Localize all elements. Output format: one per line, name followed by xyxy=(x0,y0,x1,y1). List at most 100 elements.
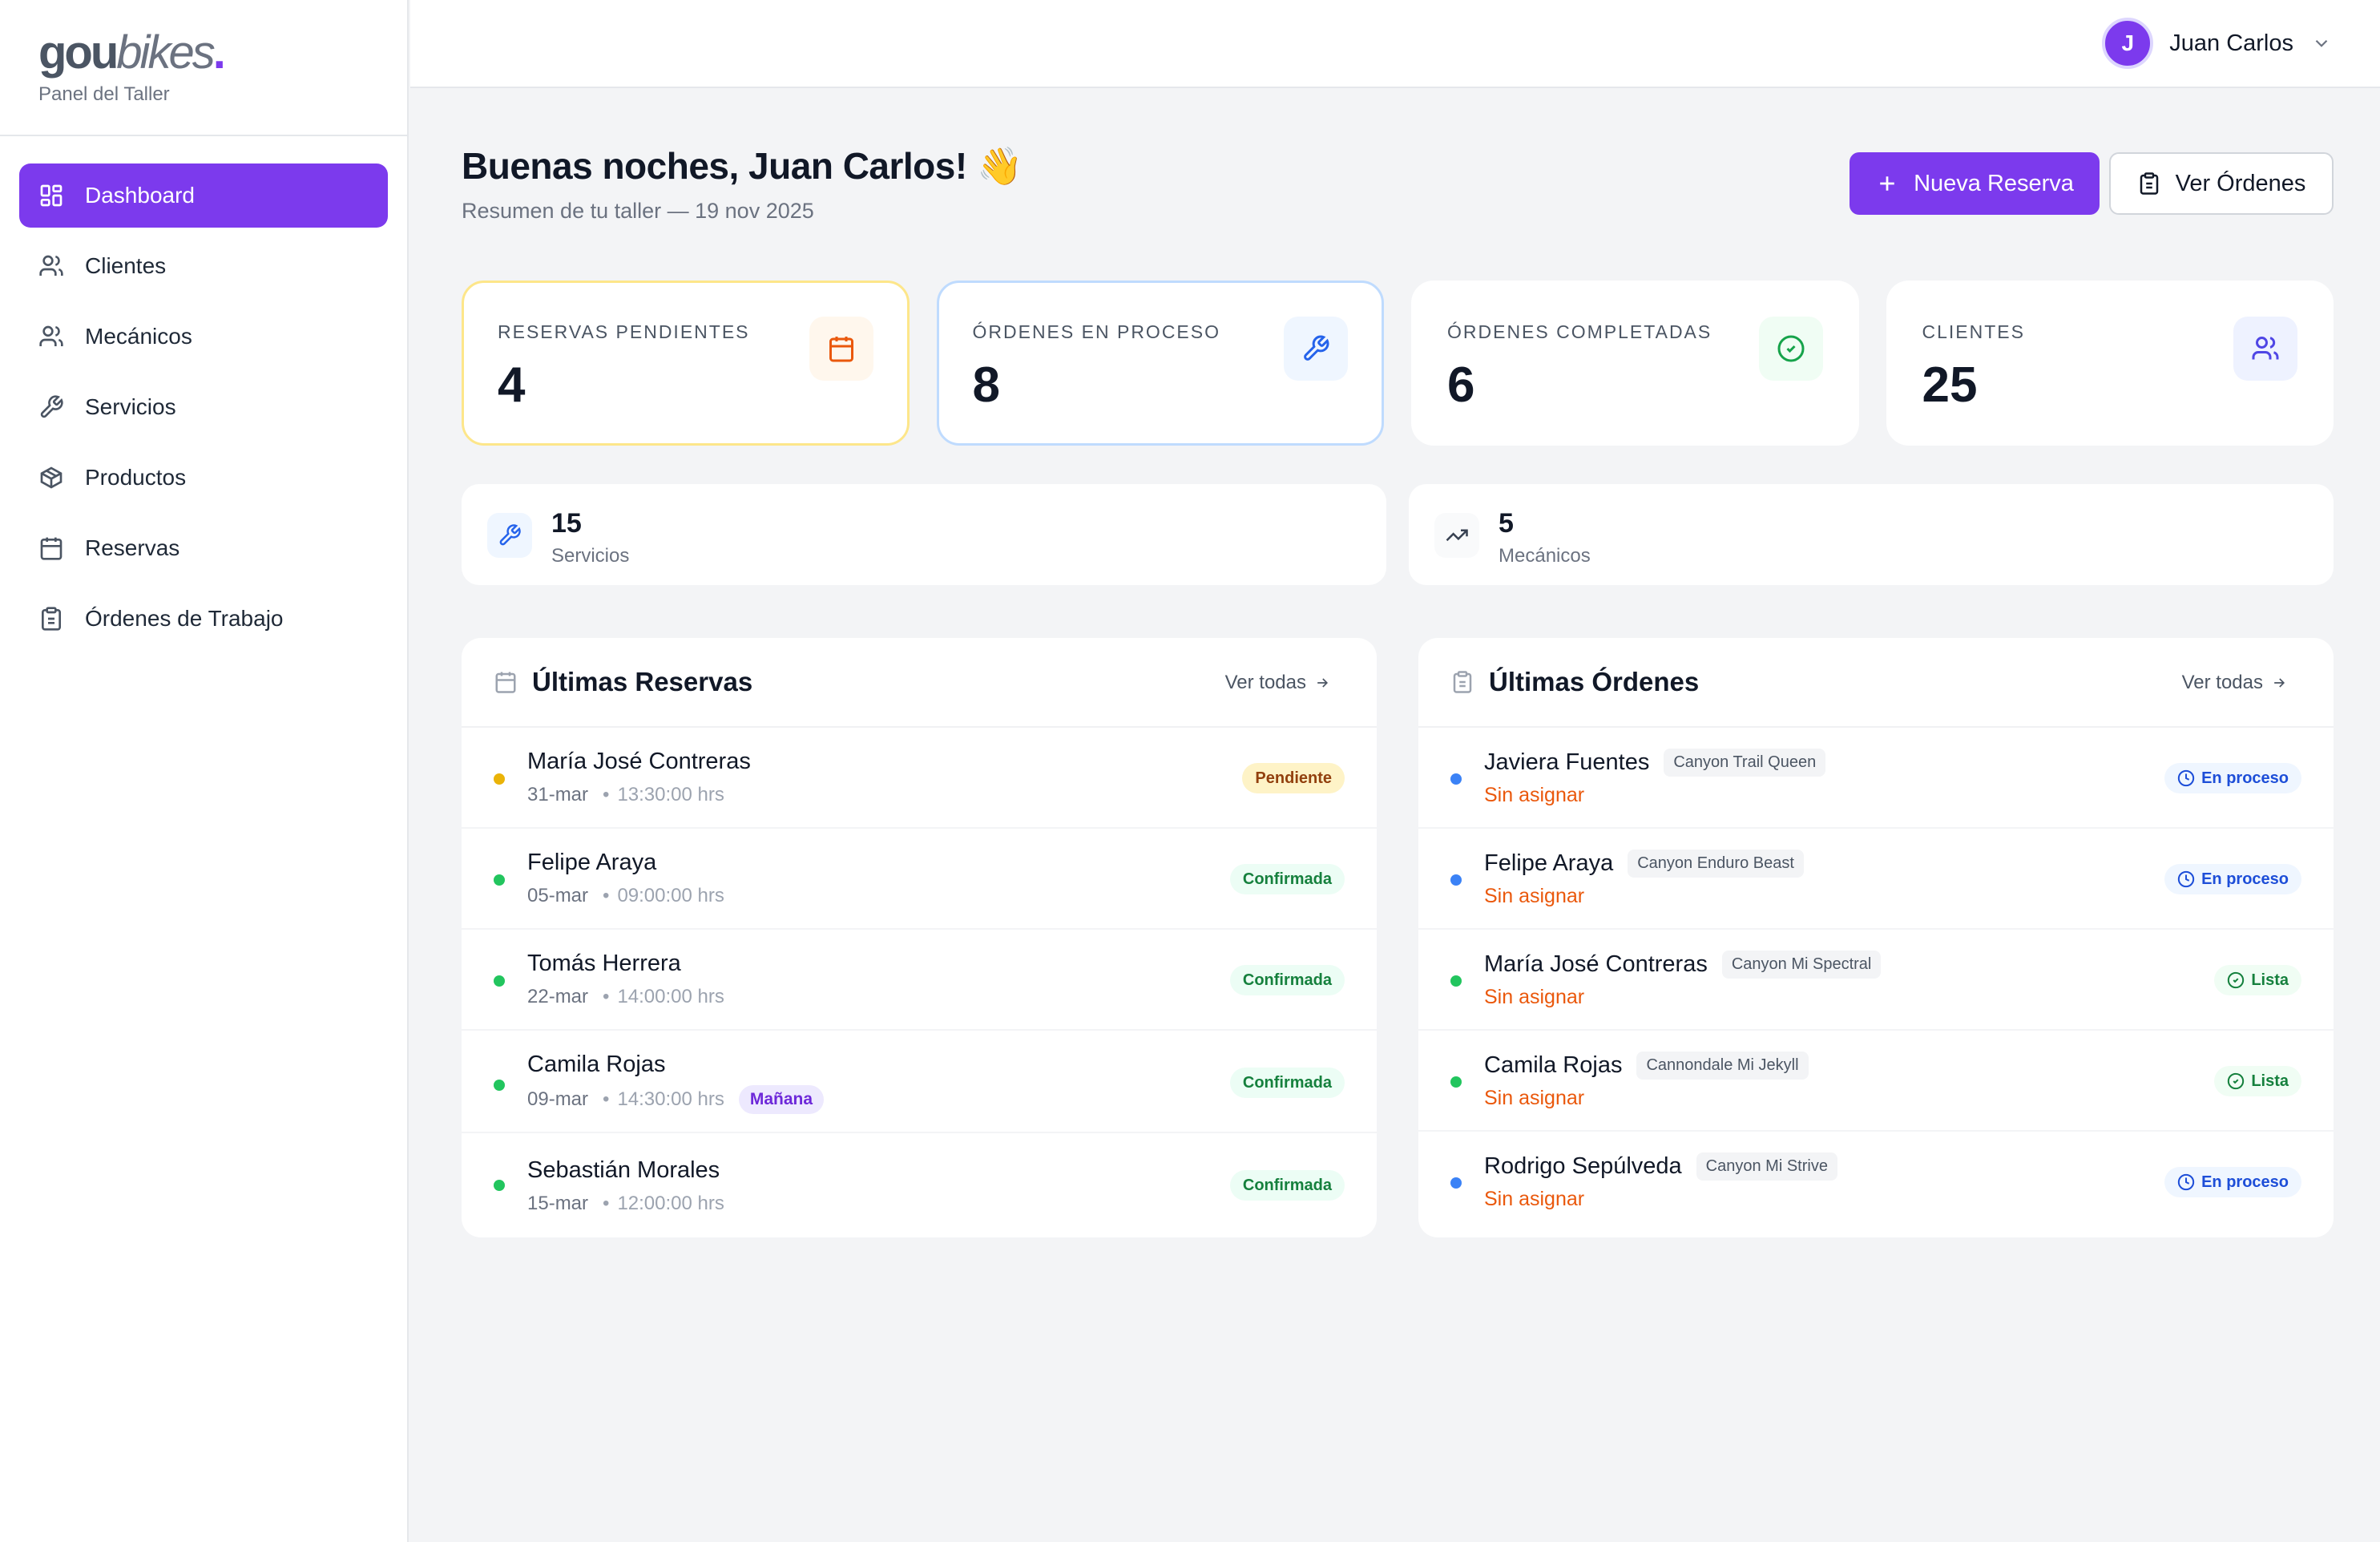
list-item[interactable]: Tomás Herrera 22-mar • 14:00:00 hrs Conf… xyxy=(462,930,1377,1031)
list-item[interactable]: Felipe Araya 05-mar • 09:00:00 hrs Confi… xyxy=(462,829,1377,930)
users-icon xyxy=(39,325,63,346)
mini-icon-box xyxy=(1434,513,1479,558)
sidebar: goubikes. Panel del Taller Dashboard Cli… xyxy=(0,0,409,1542)
status-label: En proceso xyxy=(2201,870,2289,888)
sidebar-item-ordenes[interactable]: Órdenes de Trabajo xyxy=(19,587,388,651)
separator: • xyxy=(603,1193,610,1214)
bike-tag: Canyon Mi Strive xyxy=(1696,1152,1837,1181)
status-badge: Confirmada xyxy=(1229,1068,1345,1098)
page-subtitle: Resumen de tu taller — 19 nov 2025 xyxy=(462,199,814,223)
check-circle-icon xyxy=(2228,1072,2245,1090)
clipboard-icon xyxy=(42,607,61,631)
stat-card-orders-in-progress[interactable]: ÓRDENES EN PROCESO 8 xyxy=(936,281,1384,446)
separator: • xyxy=(603,885,610,906)
booking-date: 31-mar xyxy=(527,784,589,805)
booking-date: 05-mar xyxy=(527,885,589,906)
sidebar-item-dashboard[interactable]: Dashboard xyxy=(19,163,388,228)
bike-tag: Canyon Mi Spectral xyxy=(1721,951,1882,979)
stat-icon-box xyxy=(809,317,873,381)
stats-row: RESERVAS PENDIENTES 4 ÓRDENES EN PROCESO… xyxy=(462,281,2334,446)
chevron-down-icon[interactable] xyxy=(2311,33,2332,54)
sidebar-item-servicios[interactable]: Servicios xyxy=(19,375,388,439)
new-booking-button[interactable]: Nueva Reserva xyxy=(1850,152,2100,215)
logo-text-bold: gou xyxy=(38,26,119,79)
page-title: Buenas noches, Juan Carlos! 👋 xyxy=(462,145,1023,187)
stat-icon-box xyxy=(1284,317,1348,381)
booking-date: 09-mar xyxy=(527,1088,589,1110)
user-name[interactable]: Juan Carlos xyxy=(2169,30,2293,56)
view-orders-button[interactable]: Ver Órdenes xyxy=(2109,152,2334,215)
status-badge: Pendiente xyxy=(1242,763,1345,793)
view-all-bookings-link[interactable]: Ver todas xyxy=(1225,672,1345,694)
mini-stat-label: Mecánicos xyxy=(1499,545,1591,567)
bike-tag: Cannondale Mi Jekyll xyxy=(1636,1052,1809,1080)
bike-tag: Canyon Trail Queen xyxy=(1664,749,1826,777)
avatar[interactable]: J xyxy=(2102,18,2154,69)
mechanic-assignee: Sin asignar xyxy=(1484,1188,1585,1210)
sidebar-item-productos[interactable]: Productos xyxy=(19,446,388,510)
client-name: Tomás Herrera xyxy=(527,951,681,976)
calendar-icon xyxy=(829,337,853,362)
booking-time: 09:00:00 hrs xyxy=(617,885,724,906)
list-item[interactable]: Felipe Araya Canyon Enduro Beast Sin asi… xyxy=(1418,829,2334,930)
list-item[interactable]: Camila Rojas Cannondale Mi Jekyll Sin as… xyxy=(1418,1031,2334,1132)
users-icon xyxy=(2252,337,2279,360)
booking-time: 14:00:00 hrs xyxy=(617,986,724,1007)
booking-time: 14:30:00 hrs xyxy=(617,1088,724,1110)
booking-datetime: 09-mar • 14:30:00 hrs Mañana xyxy=(527,1085,825,1114)
stat-label: CLIENTES xyxy=(1922,321,2025,342)
mini-stat-services[interactable]: 15 Servicios xyxy=(462,484,1386,585)
list-item[interactable]: Sebastián Morales 15-mar • 12:00:00 hrs … xyxy=(462,1133,1377,1234)
list-item[interactable]: Rodrigo Sepúlveda Canyon Mi Strive Sin a… xyxy=(1418,1132,2334,1233)
status-badge: En proceso xyxy=(2164,763,2301,793)
mechanic-assignee: Sin asignar xyxy=(1484,986,1585,1008)
package-icon xyxy=(40,466,63,489)
status-badge: Confirmada xyxy=(1229,965,1345,995)
status-badge: Lista xyxy=(2214,1066,2301,1096)
sidebar-nav: Dashboard Clientes Mecánicos Servicios P… xyxy=(0,136,407,651)
status-badge: Lista xyxy=(2214,965,2301,995)
sidebar-item-clientes[interactable]: Clientes xyxy=(19,234,388,298)
separator: • xyxy=(603,784,610,805)
stat-card-pending-bookings[interactable]: RESERVAS PENDIENTES 4 xyxy=(462,281,910,446)
list-item[interactable]: María José Contreras Canyon Mi Spectral … xyxy=(1418,930,2334,1031)
status-badge: Confirmada xyxy=(1229,1170,1345,1201)
sidebar-item-label: Dashboard xyxy=(85,183,195,208)
view-all-orders-link[interactable]: Ver todas xyxy=(2182,672,2301,694)
panel-title: Últimas Reservas xyxy=(532,667,753,696)
order-row-title: Javiera Fuentes Canyon Trail Queen xyxy=(1484,749,1826,777)
stat-label: ÓRDENES COMPLETADAS xyxy=(1447,321,1712,342)
status-label: Lista xyxy=(2251,971,2289,989)
trending-up-icon xyxy=(1446,529,1468,542)
status-dot xyxy=(494,874,505,886)
logo-dot: . xyxy=(212,26,226,79)
booking-datetime: 15-mar • 12:00:00 hrs xyxy=(527,1193,724,1215)
sidebar-item-reservas[interactable]: Reservas xyxy=(19,516,388,580)
list-item[interactable]: Camila Rojas 09-mar • 14:30:00 hrs Mañan… xyxy=(462,1031,1377,1133)
stat-value: 25 xyxy=(1922,357,1978,413)
stat-card-clients[interactable]: CLIENTES 25 xyxy=(1886,281,2334,446)
status-label: En proceso xyxy=(2201,769,2289,787)
booking-datetime: 31-mar • 13:30:00 hrs xyxy=(527,784,724,806)
latest-orders-panel: Últimas Órdenes Ver todas Javiera Fuente… xyxy=(1418,638,2334,1237)
calendar-icon xyxy=(495,672,516,693)
brand-subtitle: Panel del Taller xyxy=(38,83,170,105)
client-name: Rodrigo Sepúlveda xyxy=(1484,1153,1682,1179)
clock-icon xyxy=(2177,870,2195,888)
logo[interactable]: goubikes. xyxy=(38,29,407,77)
booking-date: 22-mar xyxy=(527,986,589,1007)
sidebar-item-mecanicos[interactable]: Mecánicos xyxy=(19,305,388,369)
view-all-label: Ver todas xyxy=(2181,672,2263,693)
status-dot xyxy=(1450,1076,1462,1088)
status-dot xyxy=(494,1180,505,1191)
plus-icon xyxy=(1880,176,1894,191)
grid-icon xyxy=(40,184,63,207)
mini-stat-mechanics[interactable]: 5 Mecánicos xyxy=(1409,484,2334,585)
order-row-title: Camila Rojas Cannondale Mi Jekyll xyxy=(1484,1052,1809,1080)
stat-card-orders-completed[interactable]: ÓRDENES COMPLETADAS 6 xyxy=(1411,281,1859,446)
list-item[interactable]: Javiera Fuentes Canyon Trail Queen Sin a… xyxy=(1418,728,2334,829)
sidebar-item-label: Mecánicos xyxy=(85,324,192,349)
mini-stat-value: 5 xyxy=(1499,508,1514,539)
user-menu[interactable]: J Juan Carlos xyxy=(2102,16,2332,71)
list-item[interactable]: María José Contreras 31-mar • 13:30:00 h… xyxy=(462,728,1377,829)
